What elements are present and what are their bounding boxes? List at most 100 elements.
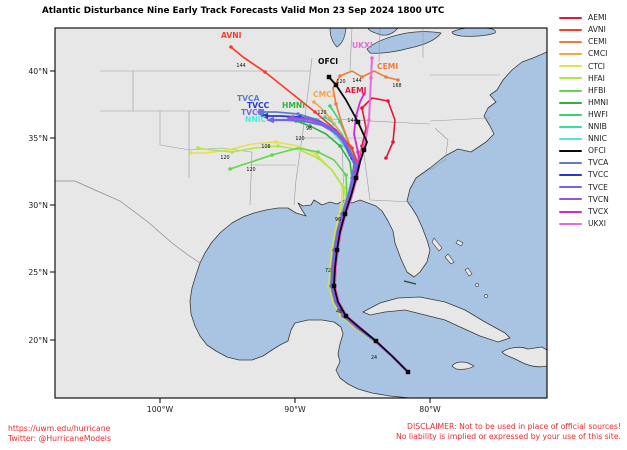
track-point-ukxi	[367, 118, 371, 122]
legend-label: NNIB	[588, 122, 607, 132]
legend-swatch	[559, 137, 582, 140]
track-point-ctci	[274, 140, 278, 144]
legend-item-aemi: AEMI	[559, 14, 609, 22]
track-point-avni	[350, 146, 354, 150]
track-label-avni: AVNI	[221, 31, 242, 40]
track-label-hmni: HMNI	[282, 101, 305, 110]
legend-item-nnib: NNIB	[559, 123, 609, 131]
track-label-cemi: CEMI	[377, 62, 398, 71]
legend-label: HWFI	[588, 109, 608, 119]
legend-label: HFAI	[588, 73, 605, 83]
track-point-hfai	[342, 186, 346, 190]
legend-label: AVNI	[588, 25, 606, 35]
legend-item-cemi: CEMI	[559, 38, 609, 46]
track-point-hfai	[276, 144, 280, 148]
hour-label: 144	[347, 118, 356, 124]
track-point-hfbi	[228, 167, 232, 171]
track-point-ofci	[405, 369, 411, 375]
island-jamaica	[451, 361, 475, 370]
hour-label: 120	[246, 167, 255, 173]
track-arrowhead-tvce	[266, 116, 274, 124]
hour-label: 168	[392, 83, 401, 89]
track-label-ofci: OFCI	[318, 57, 338, 66]
legend-item-avni: AVNI	[559, 26, 609, 34]
legend-item-tvcx: TVCX	[559, 208, 609, 216]
legend-swatch	[559, 113, 582, 116]
legend-swatch	[559, 198, 582, 201]
disclaimer-line2: No liability is implied or expressed by …	[395, 432, 621, 442]
legend-label: AEMI	[588, 13, 607, 23]
track-point-cemi	[396, 78, 400, 82]
model-tracks	[189, 45, 411, 375]
track-point-ctci	[189, 151, 193, 155]
legend-item-cmci: CMCI	[559, 50, 609, 58]
legend-swatch	[559, 186, 582, 189]
track-point-tvce	[352, 158, 356, 162]
lat-label: 35°N	[28, 134, 48, 143]
legend-label: TVCC	[588, 170, 609, 180]
legend-swatch	[559, 29, 582, 32]
hour-label: 108	[261, 144, 270, 150]
track-point-ofci	[343, 313, 349, 319]
island-hispaniola	[501, 346, 547, 368]
legend-swatch	[559, 77, 582, 80]
track-point-ofci	[353, 175, 359, 181]
track-point-ofci	[333, 82, 339, 88]
florida-keys	[403, 280, 417, 285]
legend-swatch	[559, 222, 582, 225]
lat-label: 30°N	[28, 201, 48, 210]
land-north-america	[55, 28, 547, 398]
track-point-hfai	[230, 150, 234, 154]
lat-label: 25°N	[28, 268, 48, 277]
legend-swatch	[559, 162, 582, 165]
track-point-aemi	[384, 156, 388, 160]
hour-label: 120	[220, 155, 229, 161]
source-links: https://uwm.edu/hurricane Twitter: @Hurr…	[8, 424, 111, 445]
legend-label: TVCA	[588, 158, 609, 168]
track-point-ofci	[355, 119, 361, 125]
legend-swatch	[559, 89, 582, 92]
twitter-handle[interactable]: Twitter: @HurricaneModels	[8, 434, 111, 444]
mexico-border	[55, 180, 201, 264]
hour-label: 144	[236, 63, 245, 69]
legend-item-nnic: NNIC	[559, 135, 609, 143]
legend-label: OFCI	[588, 146, 606, 156]
legend-swatch	[559, 53, 582, 56]
track-label-tvca: TVCA	[237, 94, 260, 103]
map-frame	[54, 27, 548, 399]
track-label-ukxi: UKXI	[352, 41, 373, 50]
track-label-tvce: TVCE	[241, 108, 263, 117]
track-point-avni	[263, 70, 267, 74]
track-point-tvcn	[306, 117, 310, 121]
legend-label: TVCN	[588, 194, 609, 204]
axis-labels: 40°N 35°N 30°N 25°N 20°N 100°W 90°W 80°W	[28, 67, 441, 414]
track-point-hfai	[316, 156, 320, 160]
track-point-cemi	[384, 75, 388, 79]
track-point-cmci	[328, 116, 332, 120]
legend-item-tvca: TVCA	[559, 159, 609, 167]
model-legend: AEMI AVNI CEMI CMCI CTCI HFAI HFBI HMNI HWFI NNIB…	[559, 14, 609, 228]
site-url[interactable]: https://uwm.edu/hurricane	[8, 424, 111, 433]
legend-item-ofci: OFCI	[559, 147, 609, 155]
track-point-nnib	[323, 115, 327, 119]
legend-swatch	[559, 125, 582, 128]
lat-label: 40°N	[28, 67, 48, 76]
hour-label: 120	[336, 79, 345, 85]
figure-title: Atlantic Disturbance Nine Early Track Fo…	[42, 6, 445, 16]
legend-label: TVCX	[588, 206, 609, 216]
legend-label: HMNI	[588, 97, 609, 107]
track-arrowhead-tvca	[256, 108, 264, 116]
legend-swatch	[559, 17, 582, 19]
hour-label: 24	[371, 355, 377, 361]
legend-item-tvcc: TVCC	[559, 171, 609, 179]
hour-label: 72	[325, 268, 331, 274]
track-point-ofci	[326, 74, 332, 80]
legend-item-hfai: HFAI	[559, 74, 609, 82]
track-point-avni	[313, 110, 317, 114]
track-point-hfai	[196, 146, 200, 150]
island-cuba	[362, 296, 511, 343]
legend-swatch	[559, 101, 582, 104]
legend-swatch	[559, 210, 582, 213]
